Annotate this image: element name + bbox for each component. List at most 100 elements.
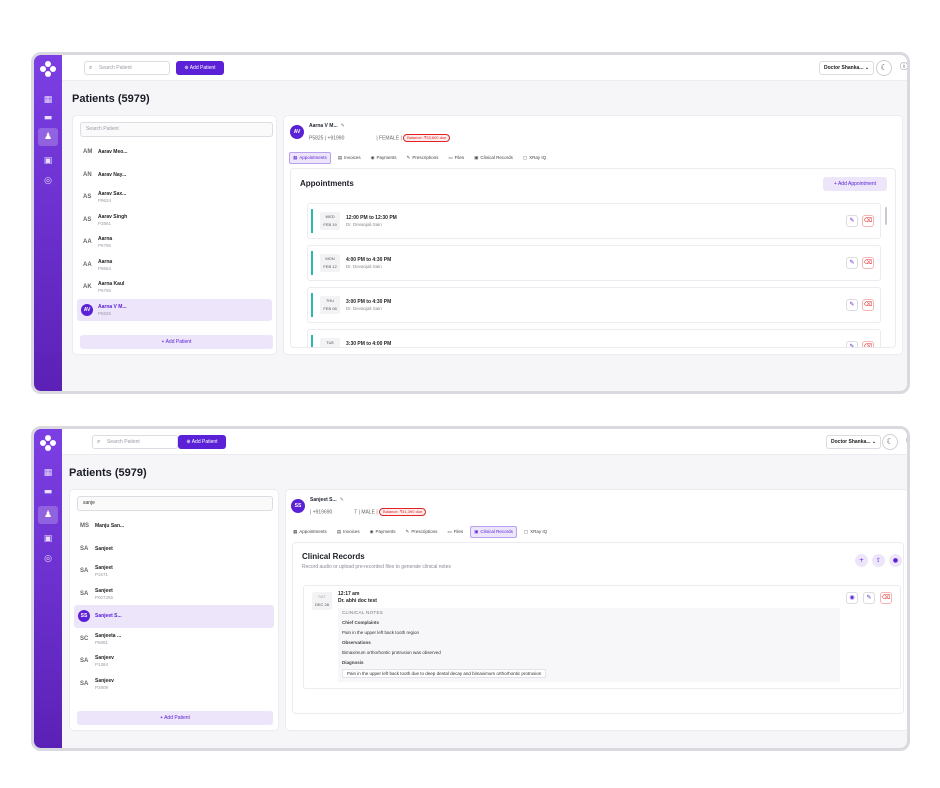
question-icon[interactable]: ⓘ <box>902 434 907 450</box>
tab-appointments[interactable]: ▦ Appointments <box>290 527 330 537</box>
scrollbar[interactable] <box>885 207 887 225</box>
patient-list-item[interactable]: AN Aarav Nay... <box>77 164 272 187</box>
patient-list-item[interactable]: SA Sanjeet P1671 <box>74 560 274 583</box>
search-input[interactable]: ⌕ Search Patient <box>92 435 178 449</box>
add-icon[interactable]: + <box>855 554 868 567</box>
patient-list-item[interactable]: AM Aarav Meo... <box>77 141 272 164</box>
tab-appointments[interactable]: ▦ Appointments <box>289 152 331 164</box>
edit-name-icon[interactable]: ✎ <box>339 497 344 503</box>
patient-search-input[interactable]: sanje <box>77 496 273 511</box>
tab-clinical-records[interactable]: ▣ Clinical Records <box>470 526 517 538</box>
tab-files[interactable]: ▭ Files <box>445 153 467 163</box>
patients-icon[interactable]: ♟ <box>38 128 58 146</box>
diagnosis-text: Pain in the upper left back tooth due to… <box>342 669 547 678</box>
tab-label: Files <box>453 529 464 534</box>
calendar-icon[interactable]: ▬ <box>43 113 53 123</box>
patient-list-item[interactable]: AA Aarna P9664 <box>77 254 272 277</box>
dashboard-icon[interactable]: ▦ <box>43 468 53 478</box>
settings-icon[interactable]: ◎ <box>44 176 52 186</box>
patient-name: Aarav Nay... <box>98 171 127 178</box>
tab-files[interactable]: ▭ Files <box>444 527 466 537</box>
appointment-date: TUE <box>320 338 340 347</box>
patient-list-item[interactable]: AS Aarav Sax... P9624 <box>77 186 272 209</box>
edit-icon[interactable]: ✎ <box>846 341 858 347</box>
tab-icon: ▣ <box>474 530 479 535</box>
moon-icon[interactable]: ☾ <box>876 60 892 76</box>
patient-initials: AA <box>83 239 92 246</box>
patient-name: Aarna <box>98 236 113 242</box>
patient-list-item[interactable]: SA Sanjeet <box>74 538 274 561</box>
delete-icon[interactable]: ⌫ <box>880 592 892 604</box>
patient-list-item[interactable]: SA Sanjeev P2909 <box>74 673 274 696</box>
search-input[interactable]: ⌕ Search Patient <box>84 61 170 75</box>
patient-initials: AK <box>83 284 92 291</box>
record-doctor: Dr. abhi doc test <box>338 598 377 604</box>
patient-list-item[interactable]: SA Sanjeet P007266 <box>74 583 274 606</box>
delete-icon[interactable]: ⌫ <box>862 215 874 227</box>
add-patient-list-button[interactable]: + Add Patient <box>77 711 273 725</box>
edit-icon[interactable]: ✎ <box>846 257 858 269</box>
appointment-card[interactable]: MON FEB 12 4:00 PM to 4:30 PM Dr. Devanjali… <box>307 245 881 281</box>
tab-icon: ▤ <box>337 156 343 161</box>
edit-name-icon[interactable]: ✎ <box>340 123 345 129</box>
patient-list-item[interactable]: AS Aarav Singh P3861 <box>77 209 272 232</box>
tab-label: Prescriptions <box>412 155 439 160</box>
patient-list-item[interactable]: AK Aarna Kaul P6765 <box>77 276 272 299</box>
view-icon[interactable]: ◉ <box>846 592 858 604</box>
dashboard-icon[interactable]: ▦ <box>43 95 53 105</box>
tab-clinical-records[interactable]: ▣ Clinical Records <box>471 153 516 163</box>
add-patient-button[interactable]: ⊕ Add Patient <box>178 435 226 449</box>
appointment-time: 3:00 PM to 4:30 PM <box>346 299 392 305</box>
microphone-icon[interactable]: ● <box>889 554 902 567</box>
edit-icon[interactable]: ✎ <box>846 299 858 311</box>
moon-icon[interactable]: ☾ <box>882 434 898 450</box>
patient-id: P3861 <box>98 220 112 226</box>
billing-icon[interactable]: ▣ <box>43 156 53 166</box>
patient-list-item[interactable]: AA Aarna P6795 <box>77 231 272 254</box>
search-icon: ⌕ <box>89 64 93 71</box>
add-patient-list-button[interactable]: + Add Patient <box>80 335 273 349</box>
tab-xray-iq[interactable]: ▢ XRay IQ <box>521 527 550 537</box>
patient-initials: SA <box>80 590 89 597</box>
appointment-card[interactable]: TUE 3:30 PM to 4:00 PM ✎ ⌫ <box>307 329 881 347</box>
patient-id: P9664 <box>98 265 112 271</box>
doctor-dropdown[interactable]: Doctor Shanka... ⌄ <box>826 435 882 449</box>
billing-icon[interactable]: ▣ <box>43 534 53 544</box>
edit-icon[interactable]: ✎ <box>863 592 875 604</box>
delete-icon[interactable]: ⌫ <box>862 257 874 269</box>
edit-icon[interactable]: ✎ <box>846 215 858 227</box>
delete-icon[interactable]: ⌫ <box>862 299 874 311</box>
patient-list-item[interactable]: SC Sanjeeta ... P6881 <box>74 628 274 651</box>
patient-name: Sanjeet <box>95 587 113 594</box>
tab-prescriptions[interactable]: ✎ Prescriptions <box>403 527 441 537</box>
upload-icon[interactable]: ⇪ <box>872 554 885 567</box>
search-icon: ⌕ <box>97 438 101 445</box>
tab-payments[interactable]: ◉ Payments <box>368 153 400 163</box>
appointment-card[interactable]: WED FEB 19 12:00 PM to 12:30 PM Dr. Devanja… <box>307 203 881 239</box>
patient-list-item[interactable]: SS Sanjeet S... <box>74 605 274 628</box>
patient-list-item[interactable]: MS Manju San... <box>74 515 274 538</box>
tab-label: Payments <box>376 155 397 160</box>
record-time: 12:17 am <box>338 591 360 597</box>
patient-search-input[interactable]: Search Patient <box>80 122 273 137</box>
appointment-accent <box>311 293 313 317</box>
patient-name: Sanjeev <box>95 677 114 684</box>
settings-icon[interactable]: ◎ <box>44 554 52 564</box>
appointment-card[interactable]: THU FEB 08 3:00 PM to 4:30 PM Dr. Devanjali… <box>307 287 881 323</box>
diagnosis-label: Diagnosis <box>342 660 364 665</box>
add-appointment-button[interactable]: + Add Appointment <box>823 177 887 191</box>
tab-prescriptions[interactable]: ✎ Prescriptions <box>404 153 442 163</box>
patients-icon[interactable]: ♟ <box>38 506 58 524</box>
patient-name: Manju San... <box>95 523 125 529</box>
tab-payments[interactable]: ◉ Payments <box>367 527 399 537</box>
patient-list-item[interactable]: SA Sanjeev P1384 <box>74 650 274 673</box>
patient-list-item[interactable]: AV Aarna V M... P5825 <box>77 298 272 321</box>
tab-invoices[interactable]: ▤ Invoices <box>335 153 364 163</box>
delete-icon[interactable]: ⌫ <box>862 341 874 347</box>
add-patient-button[interactable]: ⊕ Add Patient <box>176 61 224 75</box>
tab-xray-iq[interactable]: ▢ XRay IQ <box>520 153 549 163</box>
question-icon[interactable]: ⓘ <box>900 62 908 71</box>
doctor-dropdown[interactable]: Doctor Shanka... ⌄ <box>819 61 875 75</box>
tab-invoices[interactable]: ▤ Invoices <box>334 527 363 537</box>
calendar-icon[interactable]: ▬ <box>43 487 53 497</box>
